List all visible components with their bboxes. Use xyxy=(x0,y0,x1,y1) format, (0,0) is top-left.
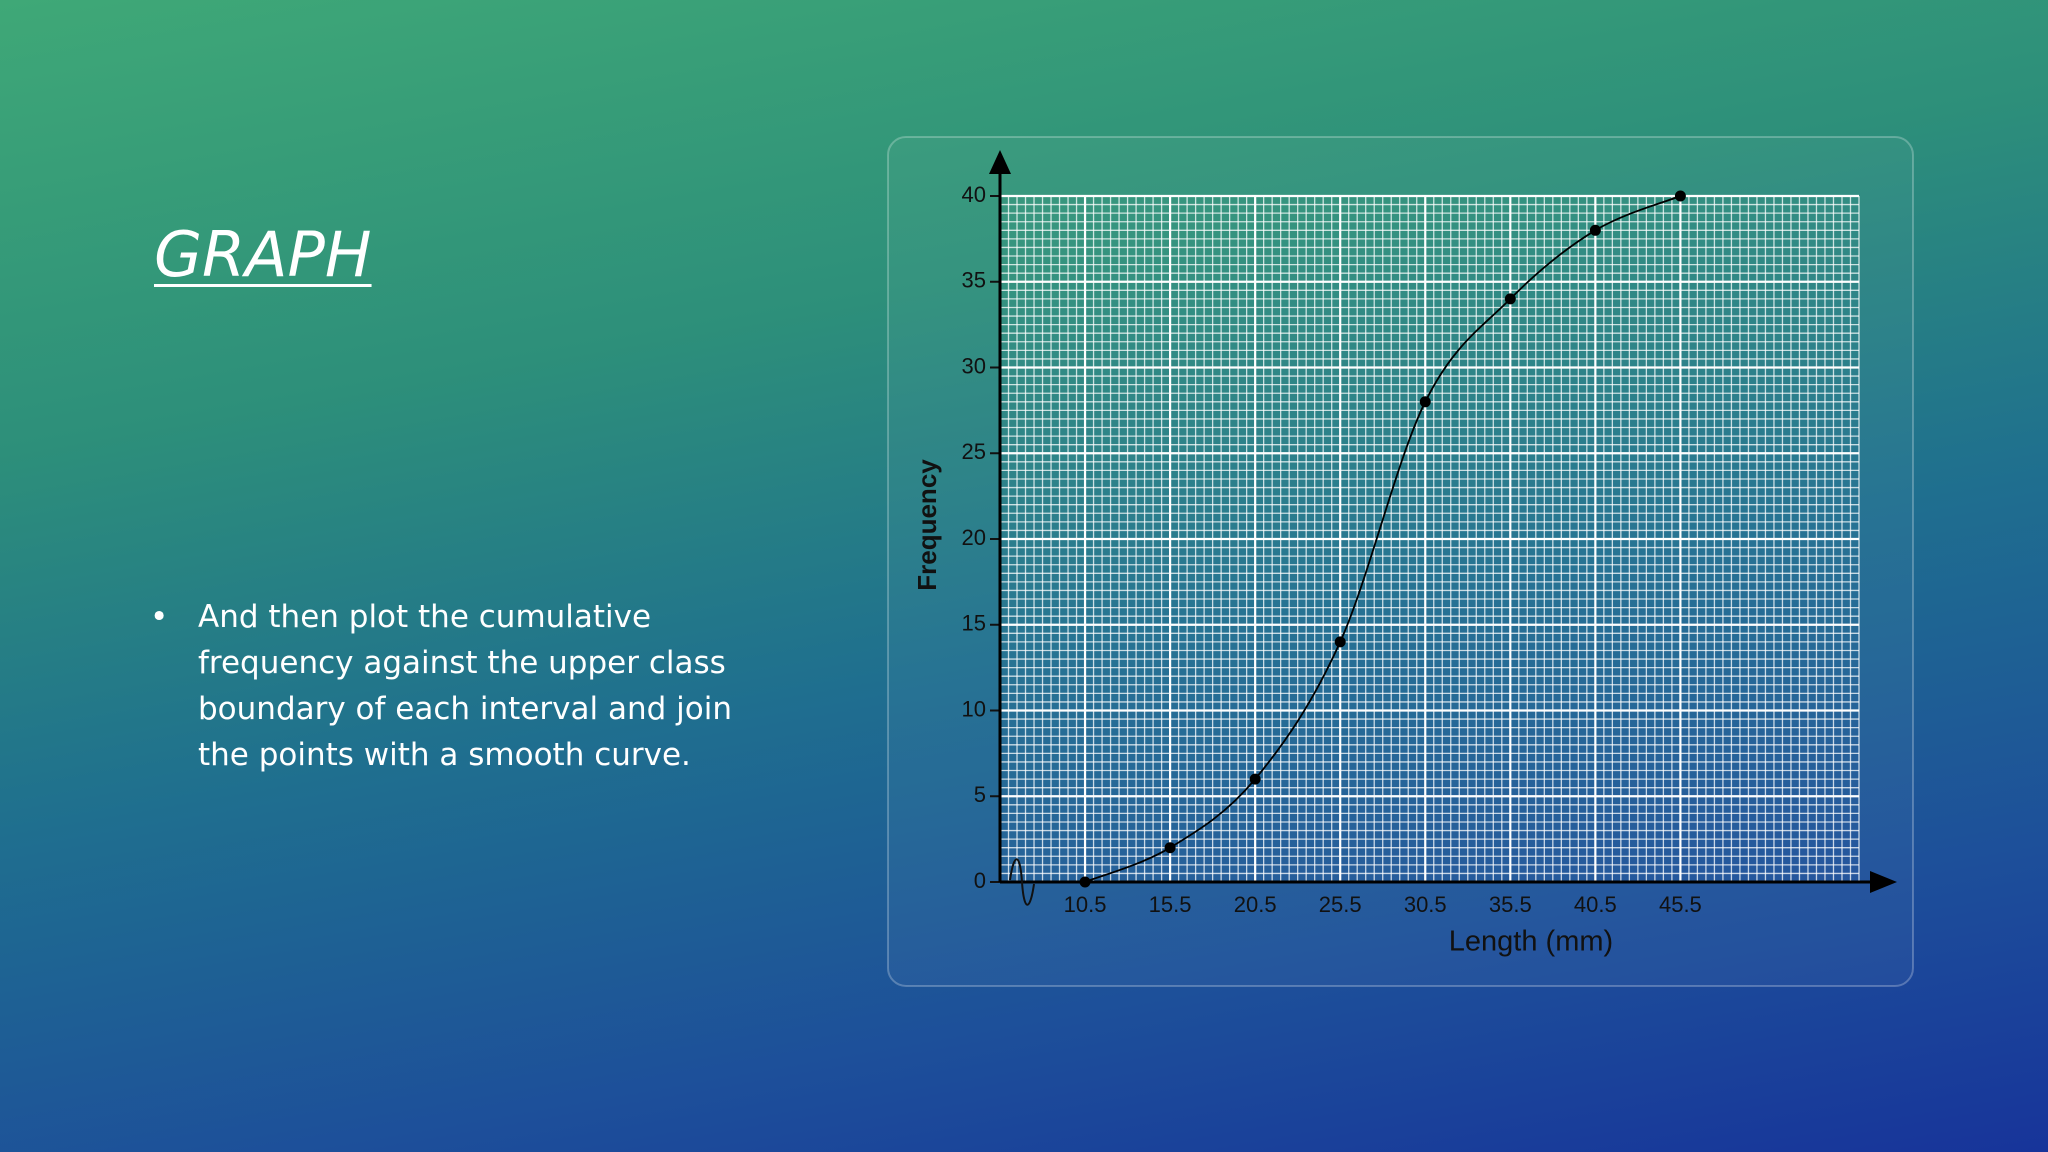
bullet-list: And then plot the cumulative frequency a… xyxy=(150,594,750,778)
x-tick-label: 35.5 xyxy=(1489,892,1532,917)
x-axis-label: Length (mm) xyxy=(1449,926,1613,958)
y-tick-label: 15 xyxy=(962,611,986,636)
point xyxy=(1674,190,1686,202)
y-tick-label: 5 xyxy=(974,782,986,807)
x-tick-label: 10.5 xyxy=(1064,892,1107,917)
y-tick-label: 25 xyxy=(962,439,986,464)
y-tick-label: 20 xyxy=(962,525,986,550)
point xyxy=(1079,876,1091,888)
y-tick-label: 10 xyxy=(962,696,986,721)
axis-break xyxy=(1009,858,1035,906)
x-tick-label: 25.5 xyxy=(1319,892,1362,917)
y-axis-arrow xyxy=(989,150,1011,174)
y-tick-label: 35 xyxy=(962,268,986,293)
x-tick-label: 20.5 xyxy=(1234,892,1277,917)
y-tick-label: 0 xyxy=(974,868,986,893)
point xyxy=(1419,396,1431,408)
point xyxy=(1589,224,1601,236)
bullet: And then plot the cumulative frequency a… xyxy=(150,594,750,778)
y-axis-label: Frequency xyxy=(912,459,942,591)
x-tick-label: 30.5 xyxy=(1404,892,1447,917)
x-tick-label: 15.5 xyxy=(1149,892,1192,917)
x-axis-arrow xyxy=(1870,871,1897,893)
y-tick-label: 40 xyxy=(962,182,986,207)
y-tick-label: 30 xyxy=(962,353,986,378)
x-tick-label: 45.5 xyxy=(1659,892,1702,917)
slide-title: GRAPH xyxy=(154,218,372,291)
point xyxy=(1504,293,1516,305)
curve xyxy=(1084,195,1681,883)
x-tick-label: 40.5 xyxy=(1574,892,1617,917)
point xyxy=(1249,773,1261,785)
point xyxy=(1334,636,1346,648)
point xyxy=(1164,842,1176,854)
